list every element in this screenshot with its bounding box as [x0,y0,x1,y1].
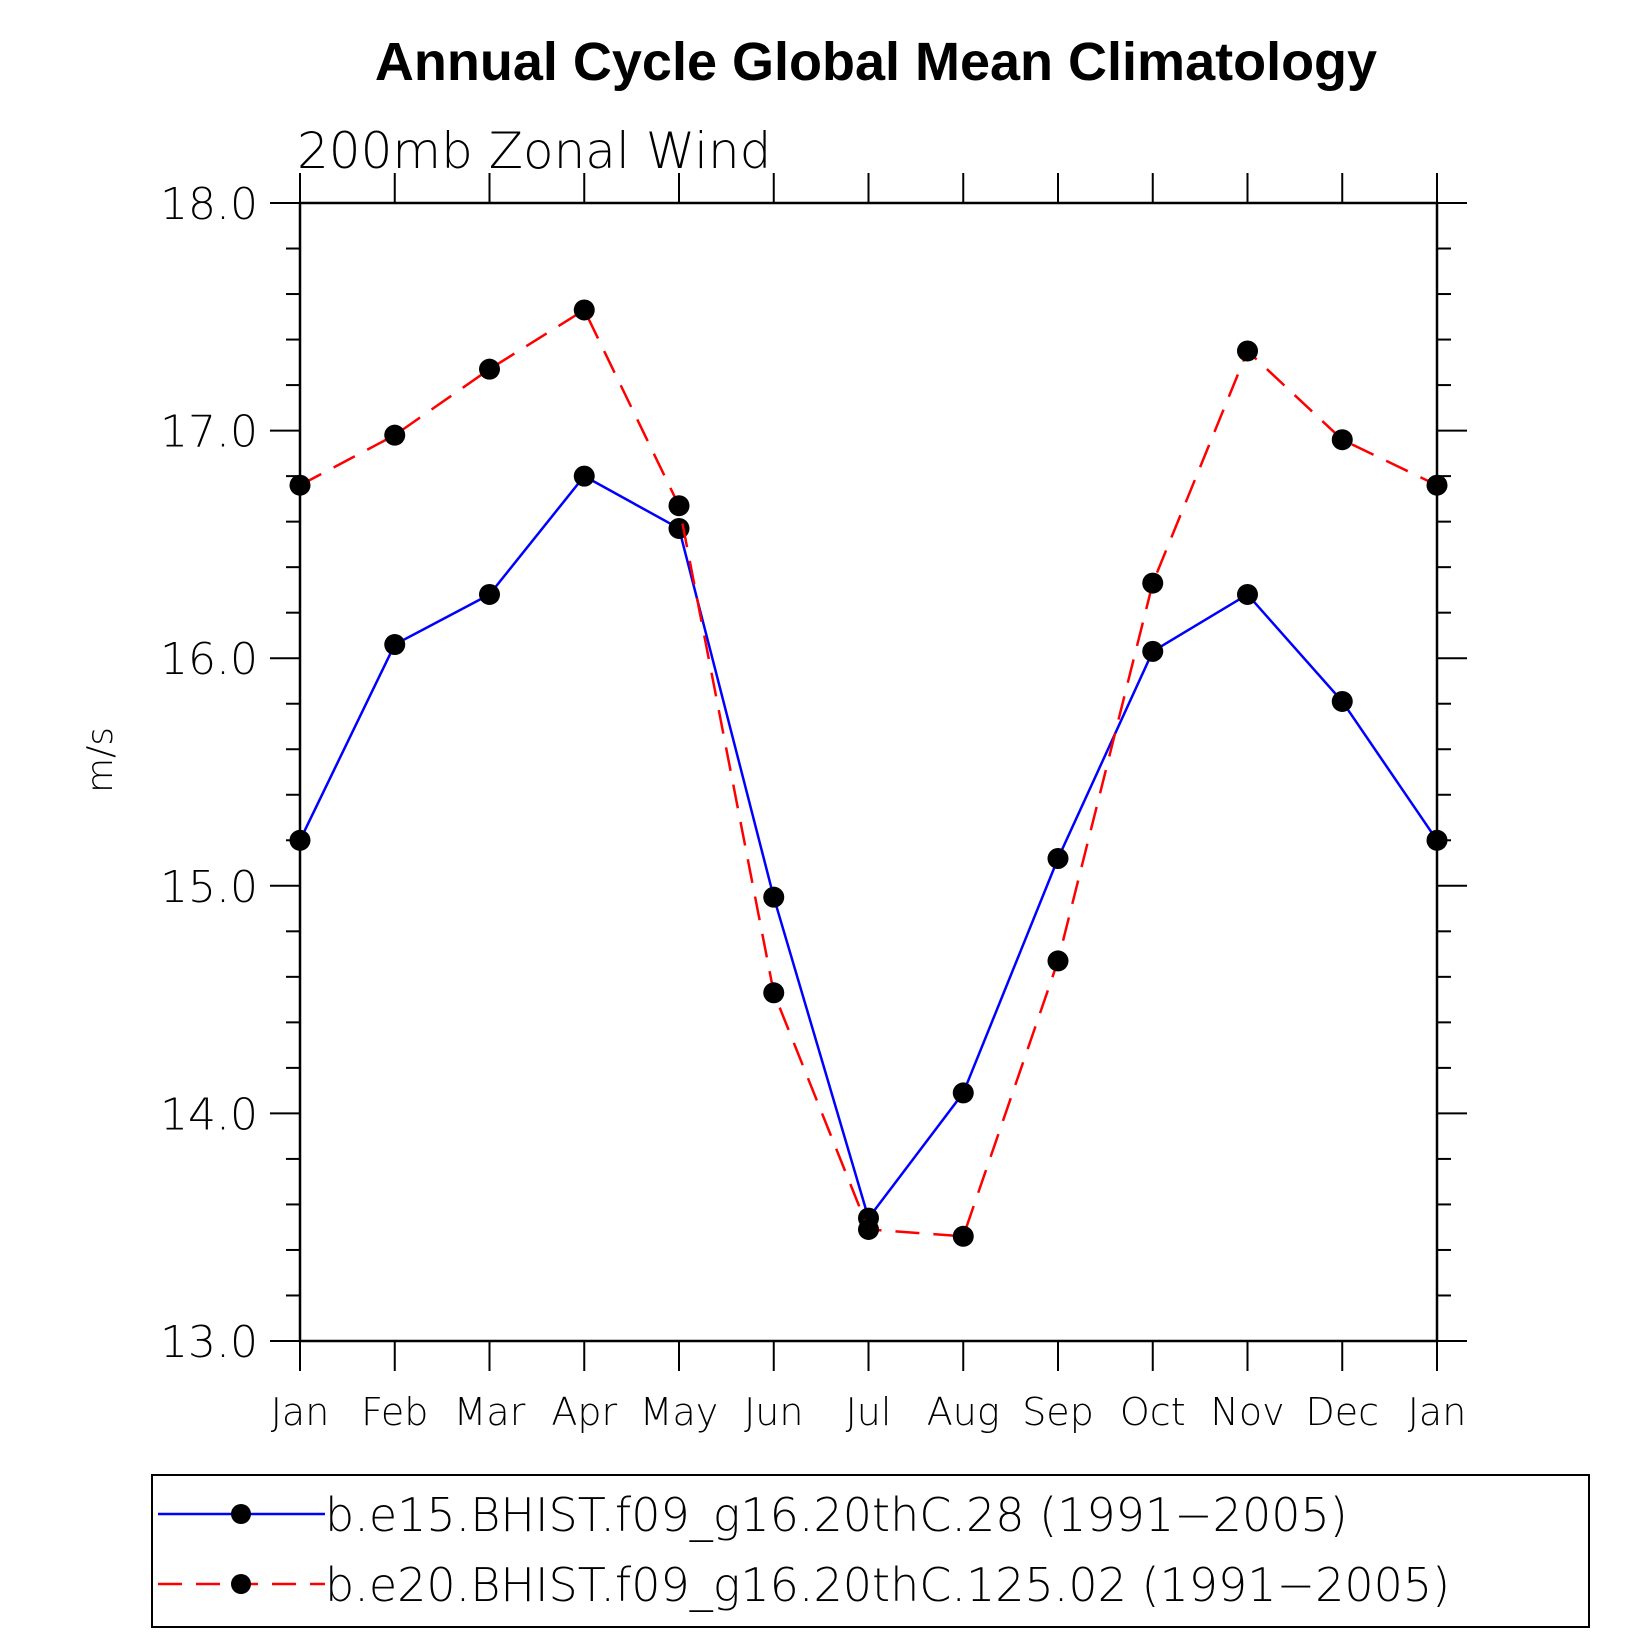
data-point [1142,640,1164,662]
y-tick-label: 18.0 [160,179,258,230]
data-point [1047,950,1069,972]
data-point [668,517,690,539]
data-point [479,358,500,380]
data-point [384,634,406,656]
data-point [1331,429,1353,451]
legend-marker [231,1504,251,1524]
data-point [668,495,690,517]
y-axis-label: m/s [80,727,121,793]
data-point [573,299,595,321]
x-tick-label: Apr [551,1390,617,1434]
series-layer [289,299,1448,1247]
x-tick-label: Nov [1210,1390,1284,1434]
legend-label: b.e15.BHIST.f09_g16.20thC.28 (1991−2005) [325,1488,1348,1542]
data-point [1237,340,1258,362]
legend: b.e15.BHIST.f09_g16.20thC.28 (1991−2005)… [151,1474,1590,1628]
plot-axes [298,201,1439,1343]
x-tick-label: Jun [744,1390,803,1434]
data-point [1047,847,1069,869]
data-point [763,982,785,1004]
x-tick-label: Feb [361,1390,428,1434]
y-axis-ticks: 13.0 14.0 15.0 16.0 17.0 18.0 [160,179,1467,1368]
series-1 [289,465,1448,1229]
series-2 [289,299,1448,1247]
x-tick-label: Oct [1120,1390,1186,1434]
data-point [384,424,406,446]
data-point [1426,474,1448,496]
data-point [573,465,595,487]
chart-title: Annual Cycle Global Mean Climatology [375,32,1377,92]
data-point [1142,572,1164,594]
x-tick-label: Jan [271,1390,330,1434]
x-tick-label: Jan [1408,1390,1467,1434]
legend-box [151,1474,1590,1628]
y-tick-label: 16.0 [160,634,258,685]
legend-marker [231,1574,251,1594]
data-point [1426,829,1448,851]
y-tick-label: 15.0 [160,862,258,913]
y-tick-label: 13.0 [160,1317,258,1368]
y-tick-label: 17.0 [160,407,258,458]
series-line [298,474,1439,1221]
data-point [1331,690,1353,712]
chart-subtitle: 200mb Zonal Wind [297,122,771,180]
plot-frame [298,201,1439,1343]
x-tick-label: May [640,1390,719,1434]
data-point [1237,583,1258,605]
x-tick-label: Dec [1305,1390,1379,1434]
x-tick-label: Sep [1022,1390,1094,1434]
data-point [858,1218,879,1240]
data-point [289,474,311,496]
data-point [763,886,785,908]
data-point [479,583,500,605]
series-line [299,308,1438,1238]
x-tick-label: Mar [454,1390,526,1434]
data-point [952,1225,974,1247]
x-tick-label: Aug [927,1390,1000,1434]
data-point [952,1082,974,1104]
legend-label: b.e20.BHIST.f09_g16.20thC.125.02 (1991−2… [325,1558,1450,1612]
y-tick-label: 14.0 [160,1089,258,1140]
x-axis-ticks: Jan Feb Mar Apr May Jun Jul Aug Sep Oct Nov Dec Jan [271,173,1467,1434]
data-point [289,829,311,851]
x-tick-label: Jul [846,1390,892,1434]
